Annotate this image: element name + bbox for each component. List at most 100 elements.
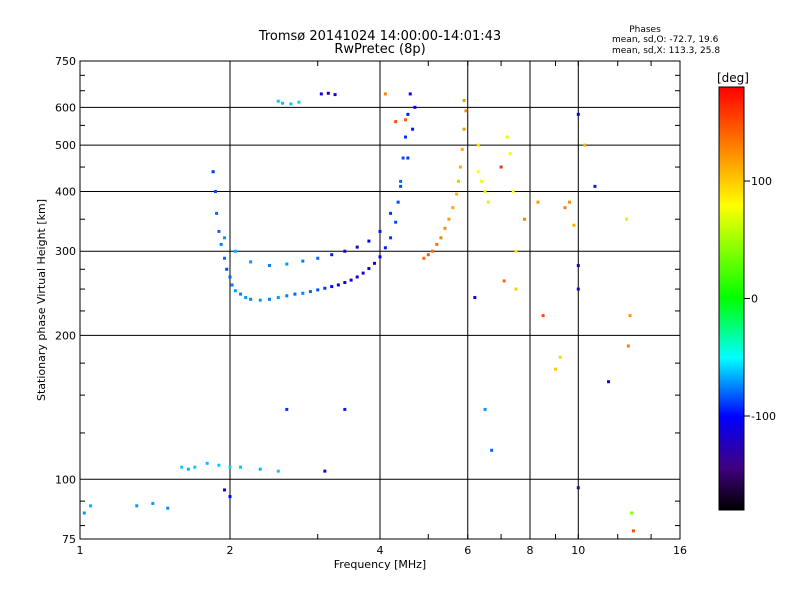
echo-point [583, 143, 587, 147]
echo-points [82, 91, 635, 533]
echo-point [558, 355, 562, 359]
phase-stats-o: mean, sd,O: -72.7, 19.6 [612, 35, 719, 45]
echo-point [462, 127, 466, 131]
chart-title: Tromsø 20141024 14:00:00-14:01:43 [258, 29, 501, 44]
echo-point [343, 249, 347, 253]
echo-point [228, 495, 232, 499]
colorbar [718, 86, 745, 511]
echo-point [426, 253, 430, 257]
echo-point [483, 407, 487, 411]
colorbar-label: [deg] [717, 71, 749, 85]
echo-point [343, 281, 347, 285]
echo-point [361, 271, 365, 275]
echo-point [576, 264, 580, 268]
echo-point [523, 217, 527, 221]
echo-point [396, 200, 400, 204]
echo-point [233, 249, 237, 253]
echo-point [249, 260, 253, 264]
echo-point [628, 314, 632, 318]
echo-point [289, 102, 293, 106]
y-tick-label: 100 [55, 473, 76, 486]
echo-point [228, 275, 232, 279]
echo-point [536, 200, 540, 204]
echo-point [230, 283, 234, 287]
echo-point [323, 286, 327, 290]
echo-point [258, 298, 262, 302]
echo-point [355, 275, 359, 279]
echo-point [276, 99, 280, 103]
echo-point [457, 179, 461, 183]
echo-point [276, 296, 280, 300]
echo-point [572, 223, 576, 227]
echo-point [336, 283, 340, 287]
echo-point [626, 344, 630, 348]
x-axis-ticks: 1 2 4 6 8 10 16 [77, 61, 687, 557]
echo-point [219, 242, 223, 246]
y-tick-label: 75 [62, 533, 76, 546]
x-tick-label: 2 [227, 544, 234, 557]
echo-point [607, 380, 611, 384]
echo-point [505, 135, 509, 139]
y-tick-label: 400 [55, 185, 76, 198]
echo-point [267, 297, 271, 301]
echo-point [281, 101, 285, 105]
echo-point [193, 465, 197, 469]
y-tick-label: 500 [55, 139, 76, 152]
echo-point [435, 242, 439, 246]
echo-point [217, 463, 221, 467]
x-tick-label: 16 [673, 544, 687, 557]
echo-point [411, 127, 415, 131]
echo-point [563, 206, 567, 210]
echo-point [293, 292, 297, 296]
echo-point [490, 448, 494, 452]
echo-point [213, 189, 217, 193]
echo-point [267, 264, 271, 268]
echo-point [541, 314, 545, 318]
phase-stats-x: mean, sd,X: 113.3, 25.8 [612, 46, 720, 56]
echo-point [89, 504, 93, 508]
echo-point [480, 179, 484, 183]
colorbar-tick-label: 0 [751, 293, 758, 306]
echo-point [223, 256, 227, 260]
echo-point [399, 184, 403, 188]
echo-point [355, 245, 359, 249]
y-tick-label: 300 [55, 245, 76, 258]
echo-point [499, 165, 503, 169]
echo-point [389, 211, 393, 215]
x-tick-label: 1 [77, 544, 84, 557]
echo-point [285, 407, 289, 411]
echo-point [233, 289, 237, 293]
echo-point [135, 504, 139, 508]
echo-point [316, 256, 320, 260]
echo-point [553, 367, 557, 371]
echo-point [451, 206, 455, 210]
x-tick-label: 6 [464, 544, 471, 557]
y-tick-label: 200 [55, 329, 76, 342]
echo-point [422, 256, 426, 260]
x-axis-label: Frequency [MHz] [334, 558, 426, 571]
echo-point [508, 152, 512, 156]
echo-point [308, 290, 312, 294]
echo-point [239, 292, 243, 296]
echo-point [439, 236, 443, 240]
echo-point [394, 120, 398, 124]
echo-point [151, 501, 155, 505]
colorbar-tick-label: -100 [751, 410, 776, 423]
echo-point [383, 246, 387, 250]
x-tick-label: 8 [527, 544, 534, 557]
echo-point [285, 294, 289, 298]
echo-point [215, 211, 219, 215]
echo-point [576, 486, 580, 490]
echo-point [464, 109, 468, 113]
echo-point [378, 255, 382, 259]
colorbar-tick-label: 100 [751, 175, 772, 188]
echo-point [462, 99, 466, 103]
echo-point [373, 261, 377, 265]
colorbar-ticks: 100 0 -100 [744, 175, 776, 423]
echo-point [244, 296, 248, 300]
x-tick-label: 4 [377, 544, 384, 557]
echo-point [333, 93, 337, 97]
echo-point [249, 297, 253, 301]
echo-point [349, 278, 353, 282]
